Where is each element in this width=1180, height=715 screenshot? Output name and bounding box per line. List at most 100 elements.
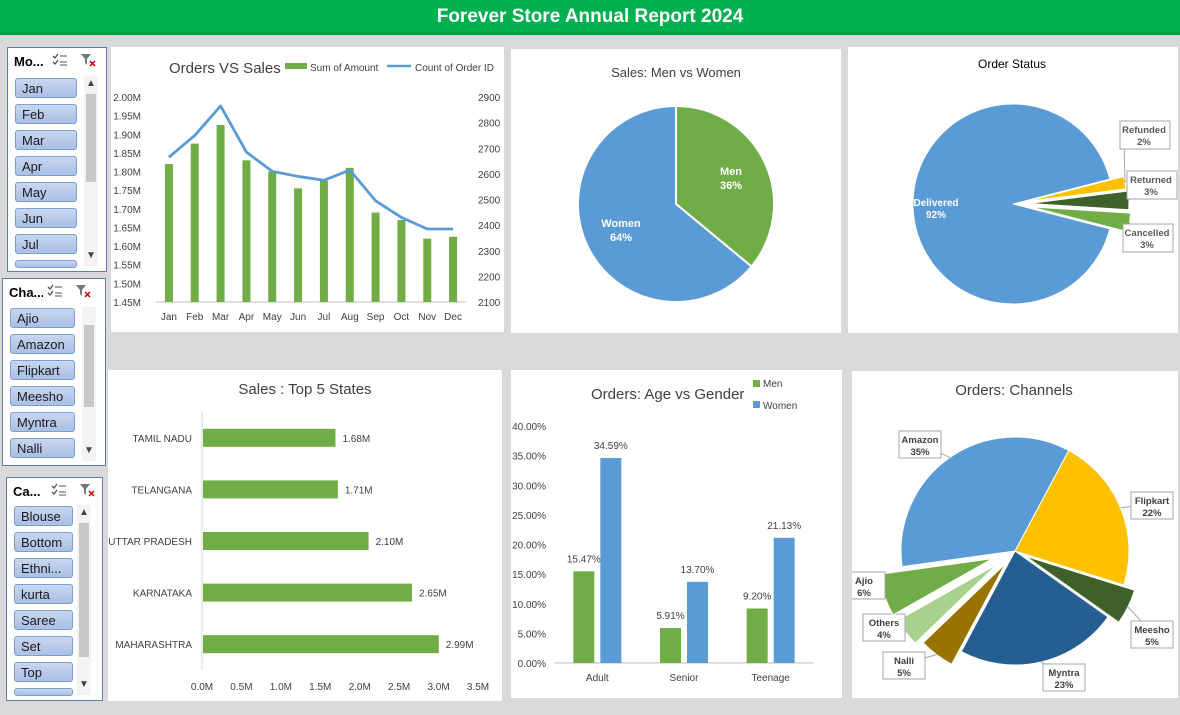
slicer-item-apr[interactable]: Apr	[15, 156, 77, 176]
left-axis-tick: 1.70M	[113, 205, 141, 216]
scroll-up-icon[interactable]: ▲	[79, 507, 89, 518]
slicer-item-nalli[interactable]: Nalli	[10, 438, 75, 458]
scroll-thumb[interactable]	[79, 523, 89, 657]
multi-select-icon[interactable]	[51, 483, 67, 497]
clear-filter-icon[interactable]	[75, 284, 91, 298]
x-axis-tick: Oct	[394, 312, 410, 323]
slicer-item-ethnic[interactable]: Ethni...	[14, 558, 73, 578]
callout-box	[882, 651, 926, 680]
chart-title: Sales: Men vs Women	[611, 65, 741, 80]
x-axis-tick: Jan	[161, 312, 177, 323]
bar-amount	[294, 188, 303, 302]
slicer-item-top[interactable]: Top	[14, 662, 73, 682]
slicer-item-myntra[interactable]: Myntra	[10, 412, 75, 432]
slicer-item-flipkart[interactable]: Flipkart	[10, 360, 75, 380]
scroll-up-icon[interactable]: ▲	[86, 78, 96, 89]
bar-women	[773, 537, 795, 663]
x-axis-tick: Mar	[212, 312, 230, 323]
x-axis-tick: Apr	[239, 312, 255, 323]
x-axis-tick: Teenage	[751, 673, 790, 684]
month-slicer-scrollbar[interactable]: ▲ ▼	[84, 76, 98, 266]
slicer-item-amazon[interactable]: Amazon	[10, 334, 75, 354]
category-slicer[interactable]: Ca... Blouse Bottom Ethni... kurta Saree…	[6, 477, 103, 701]
left-axis-tick: 1.90M	[113, 130, 141, 141]
pie-pct-men: 36%	[720, 180, 742, 192]
bar-amount	[371, 212, 380, 302]
top5-states-chart: Sales : Top 5 States TAMIL NADU 1.68M TELAN…	[108, 370, 502, 701]
slicer-item-partial[interactable]	[14, 688, 73, 696]
channel-slicer[interactable]: Cha... Ajio Amazon Flipkart Meesho Myntr…	[2, 278, 106, 466]
bar-amount	[449, 236, 458, 302]
bar-amount	[423, 238, 432, 302]
data-label: 21.13%	[767, 521, 801, 532]
bar-state	[203, 583, 412, 602]
scroll-down-icon[interactable]: ▼	[79, 679, 89, 690]
category-slicer-scrollbar[interactable]: ▲ ▼	[77, 505, 91, 695]
month-slicer[interactable]: Mo... Jan Feb Mar Apr May Jun Jul ▲ ▼	[7, 47, 107, 272]
pie-slice-amazon	[900, 436, 1070, 568]
slicer-item-jul[interactable]: Jul	[15, 234, 77, 254]
slicer-item-partial[interactable]	[15, 260, 77, 268]
slicer-item-meesho[interactable]: Meesho	[10, 386, 75, 406]
bar-amount	[345, 167, 354, 302]
left-axis-tick: 1.45M	[113, 298, 141, 309]
orders-channels-chart: Orders: Channels Flipkart 22% Meesho 5% Myntr…	[842, 371, 1178, 698]
chart-title: Orders: Channels	[955, 382, 1073, 399]
slicer-item-kurta[interactable]: kurta	[14, 584, 73, 604]
bar-amount	[242, 160, 251, 302]
slicer-item-jan[interactable]: Jan	[15, 78, 77, 98]
chart-title: Orders: Age vs Gender	[591, 386, 744, 403]
scroll-down-icon[interactable]: ▼	[84, 445, 94, 456]
y-axis-tick: UTTAR PRADESH	[108, 537, 192, 548]
y-axis-tick: 20.00%	[512, 541, 546, 552]
callout-box	[898, 430, 942, 459]
pie-label-refunded: Refunded	[1122, 125, 1166, 136]
bar-amount	[268, 171, 277, 302]
pie-pct-others: 4%	[877, 630, 891, 641]
slicer-item-feb[interactable]: Feb	[15, 104, 77, 124]
slicer-item-mar[interactable]: Mar	[15, 130, 77, 150]
slicer-item-set[interactable]: Set	[14, 636, 73, 656]
slicer-item-saree[interactable]: Saree	[14, 610, 73, 630]
chart-title: Sales : Top 5 States	[238, 381, 371, 398]
bar-amount	[216, 124, 225, 302]
scroll-thumb[interactable]	[86, 94, 96, 182]
pie-slice-women	[577, 104, 753, 303]
line-order-count	[168, 104, 454, 231]
x-axis-tick: 0.5M	[230, 682, 252, 693]
y-axis-tick: 10.00%	[512, 600, 546, 611]
bar-state	[203, 635, 439, 654]
pie-pct-returned: 3%	[1144, 187, 1158, 198]
x-axis-tick: Sep	[367, 312, 385, 323]
legend-swatch-amount	[285, 63, 307, 69]
legend-label-orders: Count of Order ID	[415, 63, 494, 74]
multi-select-icon[interactable]	[52, 53, 68, 67]
slicer-item-may[interactable]: May	[15, 182, 77, 202]
clear-filter-icon[interactable]	[80, 53, 96, 67]
y-axis-tick: 5.00%	[518, 629, 546, 640]
slicer-item-jun[interactable]: Jun	[15, 208, 77, 228]
x-axis-tick: Senior	[670, 673, 700, 684]
slicer-item-bottom[interactable]: Bottom	[14, 532, 73, 552]
slicer-item-ajio[interactable]: Ajio	[10, 308, 75, 328]
pie-label-myntra: Myntra	[1048, 668, 1080, 679]
legend-label-amount: Sum of Amount	[310, 63, 379, 74]
pie-label-women: Women	[601, 218, 641, 230]
chart-title: Orders VS Sales	[169, 60, 281, 77]
pie-pct-meesho: 5%	[1145, 637, 1159, 648]
y-axis-tick: MAHARASHTRA	[115, 640, 192, 651]
pie-pct-ajio: 6%	[857, 588, 871, 599]
scroll-down-icon[interactable]: ▼	[86, 250, 96, 261]
age-vs-gender-chart: Orders: Age vs Gender Men Women 0.00% 5.00% 1…	[511, 370, 842, 698]
channel-slicer-scrollbar[interactable]: ▼	[82, 307, 96, 461]
clear-filter-icon[interactable]	[79, 483, 95, 497]
x-axis-tick: 0.0M	[191, 682, 213, 693]
left-axis-tick: 2.00M	[113, 93, 141, 104]
pie-slice-myntra	[960, 550, 1109, 666]
slicer-item-blouse[interactable]: Blouse	[14, 506, 73, 526]
right-axis-tick: 2700	[478, 144, 501, 155]
scroll-thumb[interactable]	[84, 325, 94, 407]
y-axis-tick: TELANGANA	[131, 485, 192, 496]
left-axis-tick: 1.95M	[113, 112, 141, 123]
multi-select-icon[interactable]	[47, 284, 63, 298]
